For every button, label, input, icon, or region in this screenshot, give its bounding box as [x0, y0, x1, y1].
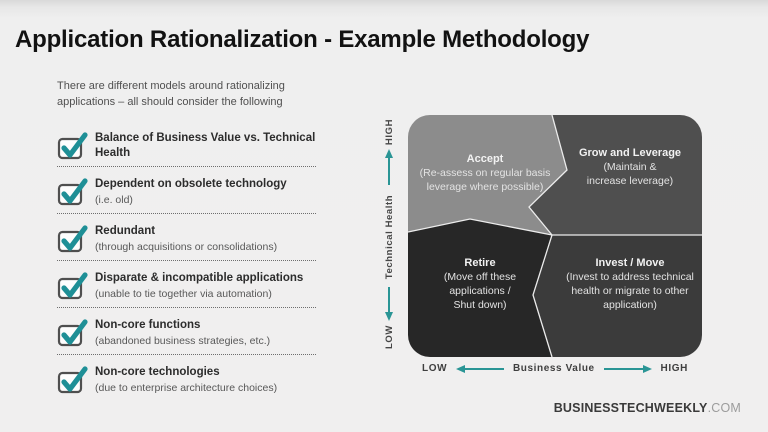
- cell-note: (Re-assess on regular basis leverage whe…: [419, 167, 551, 193]
- checked-checkbox-icon: [57, 272, 88, 300]
- checklist-item-noncore-technologies: Non-core technologies (due to enterprise…: [57, 363, 316, 401]
- checked-checkbox-icon: [57, 178, 88, 206]
- cell-note: (Maintain & increase leverage): [586, 161, 674, 187]
- brand-suffix: .COM: [707, 401, 741, 415]
- checklist-item-noncore-functions: Non-core functions (abandoned business s…: [57, 316, 316, 355]
- checklist-item-disparate: Disparate & incompatible applications (u…: [57, 269, 316, 308]
- x-axis-high-label: HIGH: [660, 363, 688, 374]
- quadrant-diagram: Accept (Re-assess on regular basis lever…: [408, 115, 702, 357]
- cell-title: Retire: [464, 257, 496, 269]
- checklist-item-obsolete: Dependent on obsolete technology (i.e. o…: [57, 175, 316, 215]
- y-axis-label: Technical Health: [384, 195, 395, 279]
- checklist-item-label: Disparate & incompatible applications: [95, 272, 304, 285]
- checklist-item-label: Non-core functions: [95, 318, 201, 331]
- y-axis-low-label: LOW: [384, 325, 395, 349]
- checklist-item-label: Balance of Business Value vs. Technical …: [95, 132, 316, 159]
- checklist-item-note: (through acquisitions or consolidations): [95, 241, 278, 253]
- quadrant-invest-shape: [533, 235, 702, 357]
- quadrant-grow-label: Grow and Leverage (Maintain & increase l…: [560, 146, 700, 189]
- intro-text: There are different models around ration…: [57, 80, 285, 108]
- checked-checkbox-icon: [57, 319, 88, 347]
- technical-health-axis: HIGH Technical Health LOW: [376, 115, 402, 357]
- checklist-item-note: (due to enterprise architecture choices): [95, 381, 278, 394]
- quadrant-accept-shape: [408, 115, 567, 235]
- arrow-right-icon: [603, 364, 652, 373]
- checklist-item-note: (unable to tie together via automation): [95, 287, 272, 300]
- quadrant-grow-shape: [529, 115, 702, 235]
- quadrant-retire-shape: [408, 219, 552, 357]
- cell-note: (Move off these applications / Shut down…: [443, 271, 517, 311]
- brand-name: BUSINESSTECHWEEKLY: [553, 401, 708, 415]
- x-axis-label: Business Value: [512, 363, 595, 374]
- x-axis-low-label: LOW: [422, 363, 448, 374]
- checklist-item-note: (i.e. old): [95, 194, 133, 207]
- footer-brand: BUSINESSTECHWEEKLY.COM: [554, 401, 741, 415]
- business-value-axis: LOW Business Value HIGH: [408, 363, 702, 374]
- checklist-item-label: Redundant: [95, 225, 156, 238]
- quadrant-invest-label: Invest / Move (Invest to address technic…: [554, 256, 706, 312]
- arrow-left-icon: [456, 364, 505, 373]
- rationalization-checklist: Balance of Business Value vs. Technical …: [57, 129, 316, 409]
- y-axis-high-label: HIGH: [384, 119, 395, 145]
- checked-checkbox-icon: [57, 132, 88, 160]
- checklist-item-note: (abandoned business strategies, etc.): [95, 334, 271, 347]
- checklist-item-label: Dependent on obsolete technology: [95, 178, 287, 191]
- quadrant-accept-label: Accept (Re-assess on regular basis lever…: [410, 152, 560, 195]
- checked-checkbox-icon: [57, 225, 88, 253]
- cell-title: Accept: [466, 153, 504, 165]
- page-title: Application Rationalization - Example Me…: [15, 26, 590, 53]
- cell-note: (Invest to address technical health or m…: [566, 271, 694, 311]
- quadrant-dividers: [408, 115, 702, 357]
- quadrant-retire-label: Retire (Move off these applications / Sh…: [420, 256, 540, 312]
- checklist-item-balance: Balance of Business Value vs. Technical …: [57, 129, 316, 168]
- cell-title: Invest / Move: [595, 257, 665, 269]
- checklist-item-label: Non-core technologies: [95, 365, 220, 378]
- cell-title: Grow and Leverage: [578, 147, 682, 159]
- checked-checkbox-icon: [57, 366, 88, 394]
- checklist-item-redundant: Redundant (through acquisitions or conso…: [57, 222, 316, 262]
